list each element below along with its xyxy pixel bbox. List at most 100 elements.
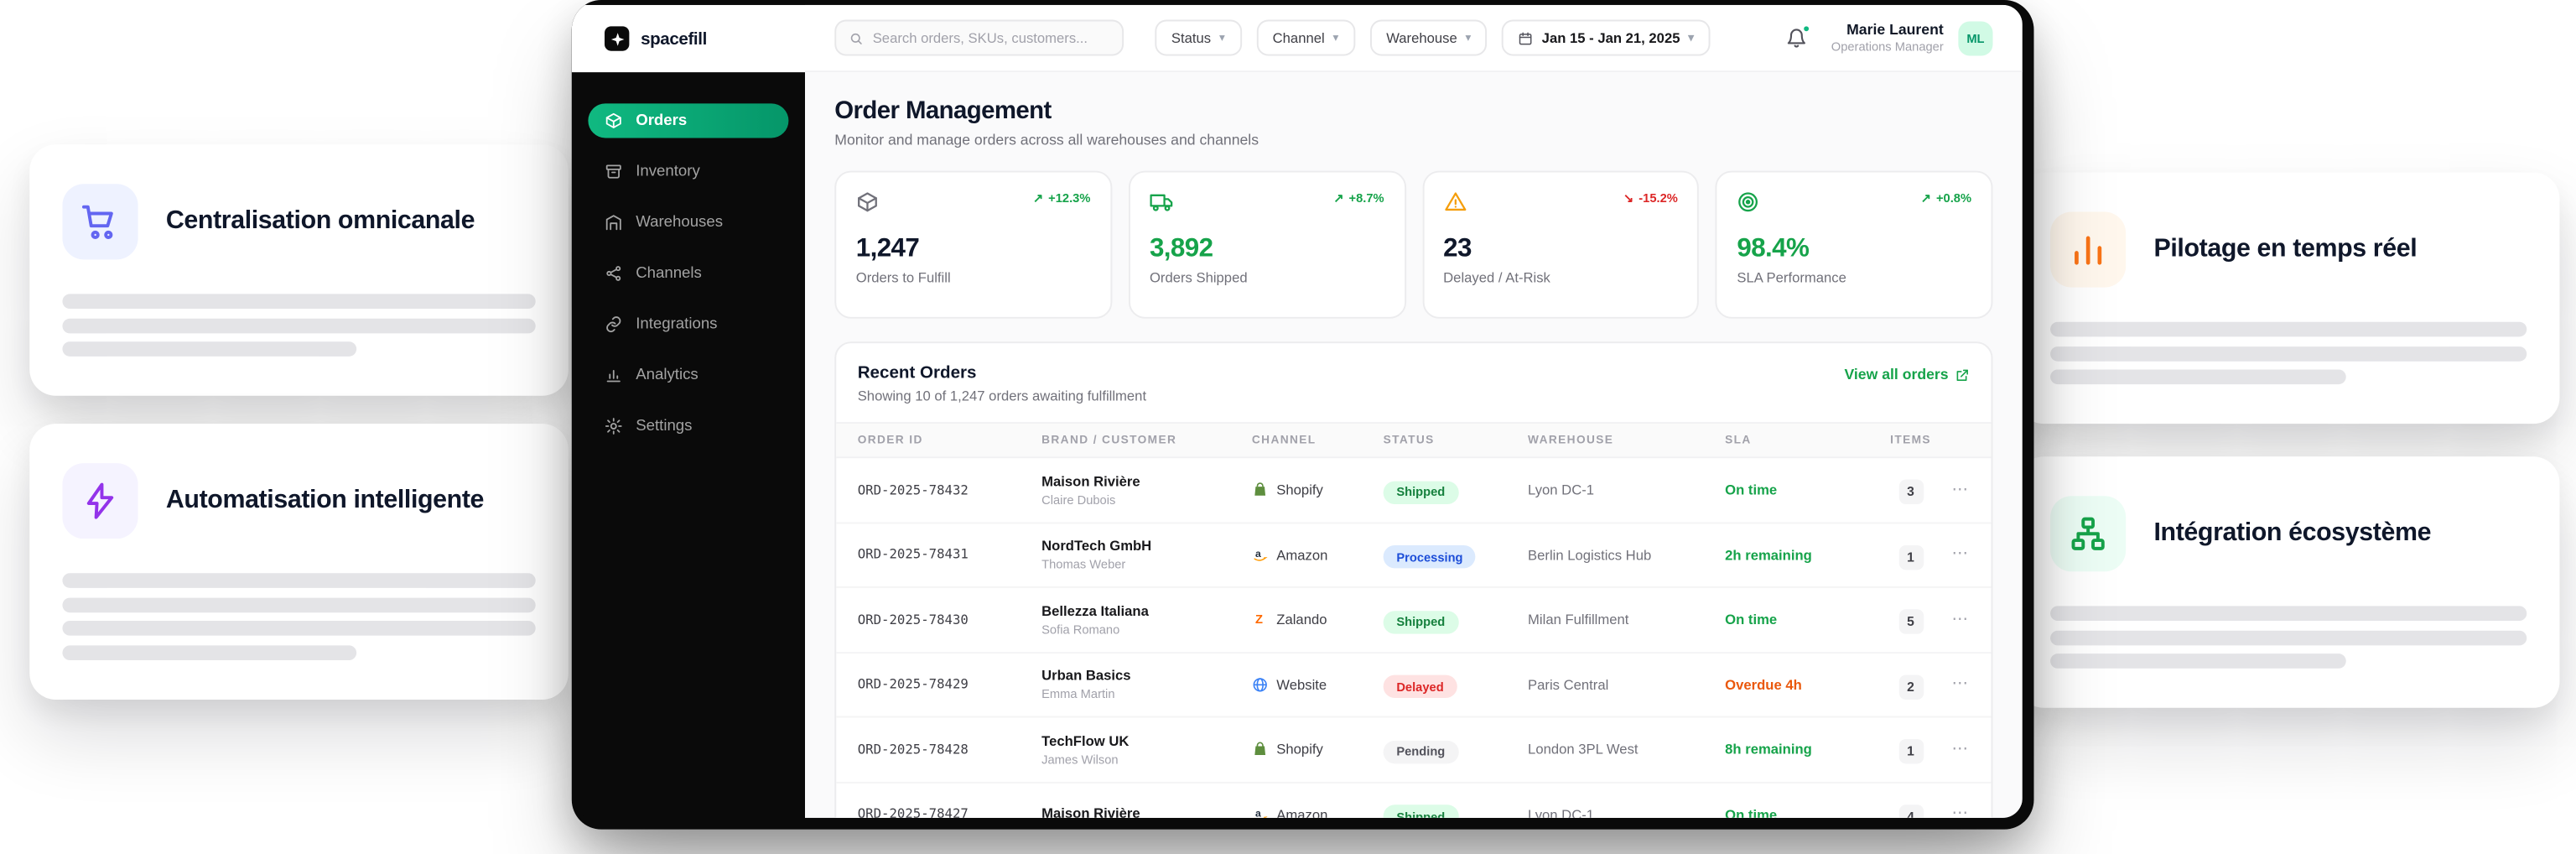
chevron-down-icon: ▾ (1466, 31, 1472, 44)
items-count: 1 (1898, 739, 1923, 763)
user-role: Operations Manager (1831, 39, 1944, 55)
sidebar-item-channels[interactable]: Channels (588, 256, 788, 290)
placeholder-text-bars (62, 573, 535, 659)
row-actions-button[interactable]: ⋯ (1940, 805, 1970, 818)
items-count: 3 (1898, 480, 1923, 504)
sidebar-nav: Orders Inventory Warehouses Channels (572, 72, 805, 460)
kpi-label: Orders to Fulfill (856, 269, 1091, 286)
avatar[interactable]: ML (1958, 20, 1992, 55)
kpi-orders-to-fulfill: ↗+12.3% 1,247 Orders to Fulfill (834, 171, 1112, 319)
items-count: 2 (1898, 674, 1923, 699)
sidebar-item-integrations[interactable]: Integrations (588, 307, 788, 341)
row-actions-button[interactable]: ⋯ (1940, 611, 1970, 629)
status-badge: Shipped (1384, 611, 1458, 633)
row-actions-button[interactable]: ⋯ (1940, 740, 1970, 758)
row-actions-button[interactable]: ⋯ (1940, 481, 1970, 499)
row-actions-button[interactable]: ⋯ (1940, 675, 1970, 694)
status-badge: Shipped (1384, 805, 1458, 818)
items-count: 1 (1898, 544, 1923, 569)
warehouse-filter-dropdown[interactable]: Warehouse ▾ (1370, 19, 1488, 55)
feature-title: Intégration écosystème (2154, 519, 2432, 549)
calendar-icon (1519, 30, 1534, 45)
placeholder-text-bars (62, 294, 535, 356)
sidebar-item-settings[interactable]: Settings (588, 409, 788, 443)
status-badge: Delayed (1384, 675, 1457, 698)
user-info: Marie Laurent Operations Manager (1831, 21, 1944, 55)
column-channel: Channel (1252, 435, 1384, 446)
kpi-label: SLA Performance (1737, 269, 1971, 286)
warehouse: Lyon DC-1 (1528, 806, 1725, 818)
column-status: Status (1384, 435, 1528, 446)
search-input[interactable] (834, 19, 1124, 55)
chevron-down-icon: ▾ (1688, 31, 1694, 44)
kpi-row: ↗+12.3% 1,247 Orders to Fulfill ↗+8.7% 3… (834, 171, 1992, 319)
lightning-bolt-icon (62, 463, 138, 539)
channel-label: Zalando (1276, 612, 1327, 628)
brand-name: Maison Rivière (1041, 472, 1252, 489)
topbar: Status ▾ Channel ▾ Warehouse ▾ Jan 15 - … (805, 5, 2023, 72)
table-row: ORD-2025-78427 Maison Rivière a Amazon S… (836, 783, 1991, 818)
sidebar-item-warehouses[interactable]: Warehouses (588, 206, 788, 240)
page: Centralisation omnicanale Automatisation… (0, 0, 2576, 854)
column-warehouse: Warehouse (1528, 435, 1725, 446)
external-link-icon (1955, 367, 1970, 383)
trend-up-icon: ↗ (1333, 190, 1343, 206)
kpi-value: 3,892 (1150, 235, 1384, 264)
trend-value: +0.8% (1936, 190, 1971, 206)
page-subtitle: Monitor and manage orders across all war… (834, 132, 1992, 148)
channel-label: Shopify (1276, 482, 1323, 498)
svg-text:a: a (1255, 548, 1261, 560)
feature-title: Pilotage en temps réel (2154, 235, 2418, 264)
kpi-orders-shipped: ↗+8.7% 3,892 Orders Shipped (1128, 171, 1405, 319)
trend-up-icon: ↗ (1033, 190, 1043, 206)
sla: On time (1725, 612, 1881, 628)
trend-value: -15.2% (1639, 190, 1678, 206)
spacefill-logo-icon (605, 26, 629, 50)
column-order-id: Order ID (858, 435, 1041, 446)
notifications-button[interactable] (1785, 25, 1808, 49)
brand-name: TechFlow UK (1041, 732, 1252, 749)
link-icon (605, 315, 623, 334)
order-id: ORD-2025-78428 (858, 742, 1041, 757)
channel-label: Amazon (1276, 546, 1327, 563)
sidebar: spacefill Orders Inventory Warehouses (572, 5, 805, 818)
items-count: 4 (1898, 805, 1923, 818)
order-id: ORD-2025-78429 (858, 677, 1041, 692)
archive-icon (605, 163, 623, 181)
date-range-picker[interactable]: Jan 15 - Jan 21, 2025 ▾ (1503, 19, 1711, 55)
search-icon (849, 30, 863, 45)
logo: spacefill (572, 5, 805, 72)
panel-title: Recent Orders (858, 363, 1146, 383)
globe-icon (1252, 676, 1269, 693)
sla: 2h remaining (1725, 546, 1881, 563)
channel-filter-dropdown[interactable]: Channel ▾ (1256, 19, 1355, 55)
warning-triangle-icon (1443, 190, 1466, 213)
status-badge: Shipped (1384, 481, 1458, 503)
warehouse: Milan Fulfillment (1528, 612, 1725, 628)
customer-name: Emma Martin (1041, 687, 1252, 702)
sidebar-item-orders[interactable]: Orders (588, 103, 788, 138)
customer-name: Thomas Weber (1041, 557, 1252, 572)
sidebar-item-inventory[interactable]: Inventory (588, 154, 788, 189)
svg-text:Z: Z (1255, 613, 1263, 627)
view-all-orders-link[interactable]: View all orders (1844, 367, 1970, 383)
feature-card-ecosystem: Intégration écosystème (2018, 456, 2560, 708)
customer-name: James Wilson (1041, 752, 1252, 767)
warehouse: Paris Central (1528, 676, 1725, 693)
table-row: ORD-2025-78428 TechFlow UK James Wilson … (836, 718, 1991, 783)
row-actions-button[interactable]: ⋯ (1940, 545, 1970, 564)
share-nodes-icon (605, 264, 623, 283)
warehouse-icon (605, 214, 623, 232)
channel-label: Website (1276, 676, 1327, 693)
column-brand-customer: Brand / Customer (1041, 435, 1252, 446)
status-filter-dropdown[interactable]: Status ▾ (1155, 19, 1241, 55)
shopify-icon (1252, 741, 1269, 758)
feature-card-automation: Automatisation intelligente (29, 424, 569, 699)
kpi-value: 98.4% (1737, 235, 1971, 264)
kpi-value: 23 (1443, 235, 1678, 264)
trend-down-icon: ↘ (1623, 190, 1633, 206)
sidebar-item-analytics[interactable]: Analytics (588, 358, 788, 393)
user-name: Marie Laurent (1831, 21, 1944, 39)
table-row: ORD-2025-78430 Bellezza Italiana Sofia R… (836, 588, 1991, 653)
order-id: ORD-2025-78430 (858, 612, 1041, 627)
